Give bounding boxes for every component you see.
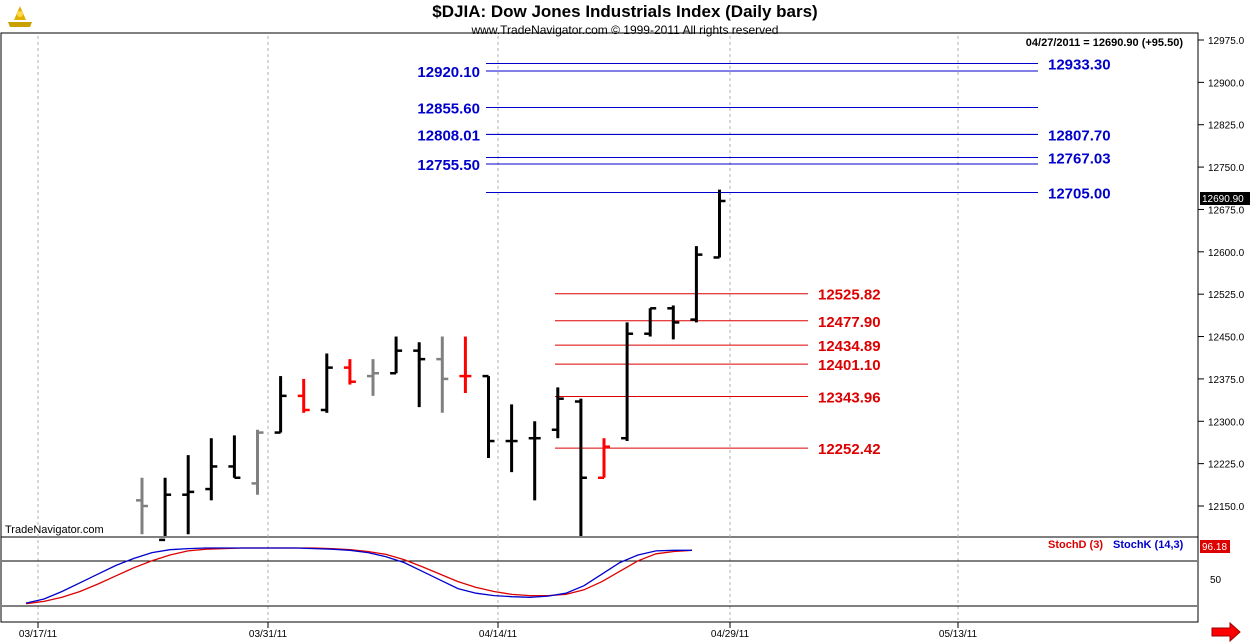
blue-level-label: 12755.50 [417,157,480,174]
y-tick-label: 12300.0 [1208,417,1245,428]
red-level-label: 12343.96 [818,389,881,406]
price-bar [297,378,310,413]
y-tick-label: 12525.0 [1208,290,1245,301]
stochastic-lines [2,547,1197,607]
y-tick-label: 12225.0 [1208,460,1245,471]
price-bar [159,477,172,542]
x-tick-label: 03/17/11 [19,629,58,640]
y-tick-label: 12750.0 [1208,163,1245,174]
price-bar [228,435,241,480]
price-bar [182,455,195,535]
price-bar [274,376,287,434]
red-level-label: 12252.42 [818,441,881,458]
blue-level-label: 12807.70 [1048,127,1111,144]
price-bars [136,189,726,542]
tradenavigator-logo-icon [4,4,36,32]
stoch-value-tag-text: 96.18 [1202,542,1227,553]
blue-level-label: 12767.03 [1048,150,1111,167]
price-bar [205,438,218,501]
last-quote: 04/27/2011 = 12690.90 (+95.50) [1026,37,1184,49]
x-tick-label: 05/13/11 [939,629,978,640]
y-tick-label: 12825.0 [1208,121,1245,132]
x-tick-label: 03/31/11 [249,629,288,640]
price-bar [598,438,610,480]
red-level-label: 12525.82 [818,287,881,304]
price-bar [367,359,379,396]
stochd-label: StochD (3) [1048,539,1103,551]
price-bar [390,336,403,375]
y-tick-label: 12900.0 [1208,78,1245,89]
price-bar [413,342,426,408]
price-bar [644,307,657,337]
price-axis: 12975.0 12900.0 12825.0 12750.0 12675.0 12600… [1198,36,1245,513]
red-level-label: 12401.10 [818,357,881,374]
red-level-label: 12477.90 [818,314,881,331]
blue-level-label: 12855.60 [417,100,480,117]
price-bar [343,359,356,385]
y-tick-label: 12975.0 [1208,36,1245,47]
stoch-value-tag [1200,540,1230,553]
grid [37,36,959,620]
level-lines: 12933.30 12920.10 12855.60 12808.01 12807.70… [417,57,1110,459]
y-tick-label: 12375.0 [1208,375,1245,386]
stochk-line [25,547,692,604]
price-bar [320,353,333,413]
right-arrow-icon[interactable] [1211,621,1241,643]
stochd-line [25,547,693,605]
price-bar [574,398,587,536]
blue-level-label: 12705.00 [1048,186,1111,203]
price-bar [505,404,518,473]
red-level-label: 12434.89 [818,338,881,355]
y-tick-label: 12600.0 [1208,248,1245,259]
indicator-panel [0,536,1199,623]
x-tick-label: 04/14/11 [479,629,518,640]
price-bar [690,246,703,323]
watermark: TradeNavigator.com [5,524,104,536]
price-bar [136,477,148,535]
price-bar [667,305,680,340]
price-bar [436,336,449,413]
chart-subtitle: www.TradeNavigator.com © 1999-2011 All r… [471,23,779,37]
blue-level-label: 12933.30 [1048,57,1111,74]
y-tick-label: 12450.0 [1208,333,1245,344]
price-bar [713,189,726,259]
y-tick-label: 12150.0 [1208,502,1245,513]
price-bar [251,429,264,495]
last-price-tag [1200,192,1250,205]
stochk-label: StochK (14,3) [1113,539,1184,551]
blue-level-label: 12808.01 [417,127,480,144]
blue-level-label: 12920.10 [417,64,480,81]
x-tick-label: 04/29/11 [711,629,750,640]
price-bar [459,336,472,394]
stoch-tick-50: 50 [1210,575,1222,586]
price-panel [0,32,1199,538]
y-tick-label: 12675.0 [1208,205,1245,216]
price-bar [482,374,495,458]
last-price-tag-text: 12690.90 [1202,194,1244,205]
price-bar [528,421,541,501]
chart-title: $DJIA: Dow Jones Industrials Index (Dail… [432,2,817,21]
date-axis: 03/17/11 03/31/11 04/14/11 04/29/11 05/13/11 [19,622,978,640]
price-bar [621,322,634,442]
price-bar [551,387,564,439]
